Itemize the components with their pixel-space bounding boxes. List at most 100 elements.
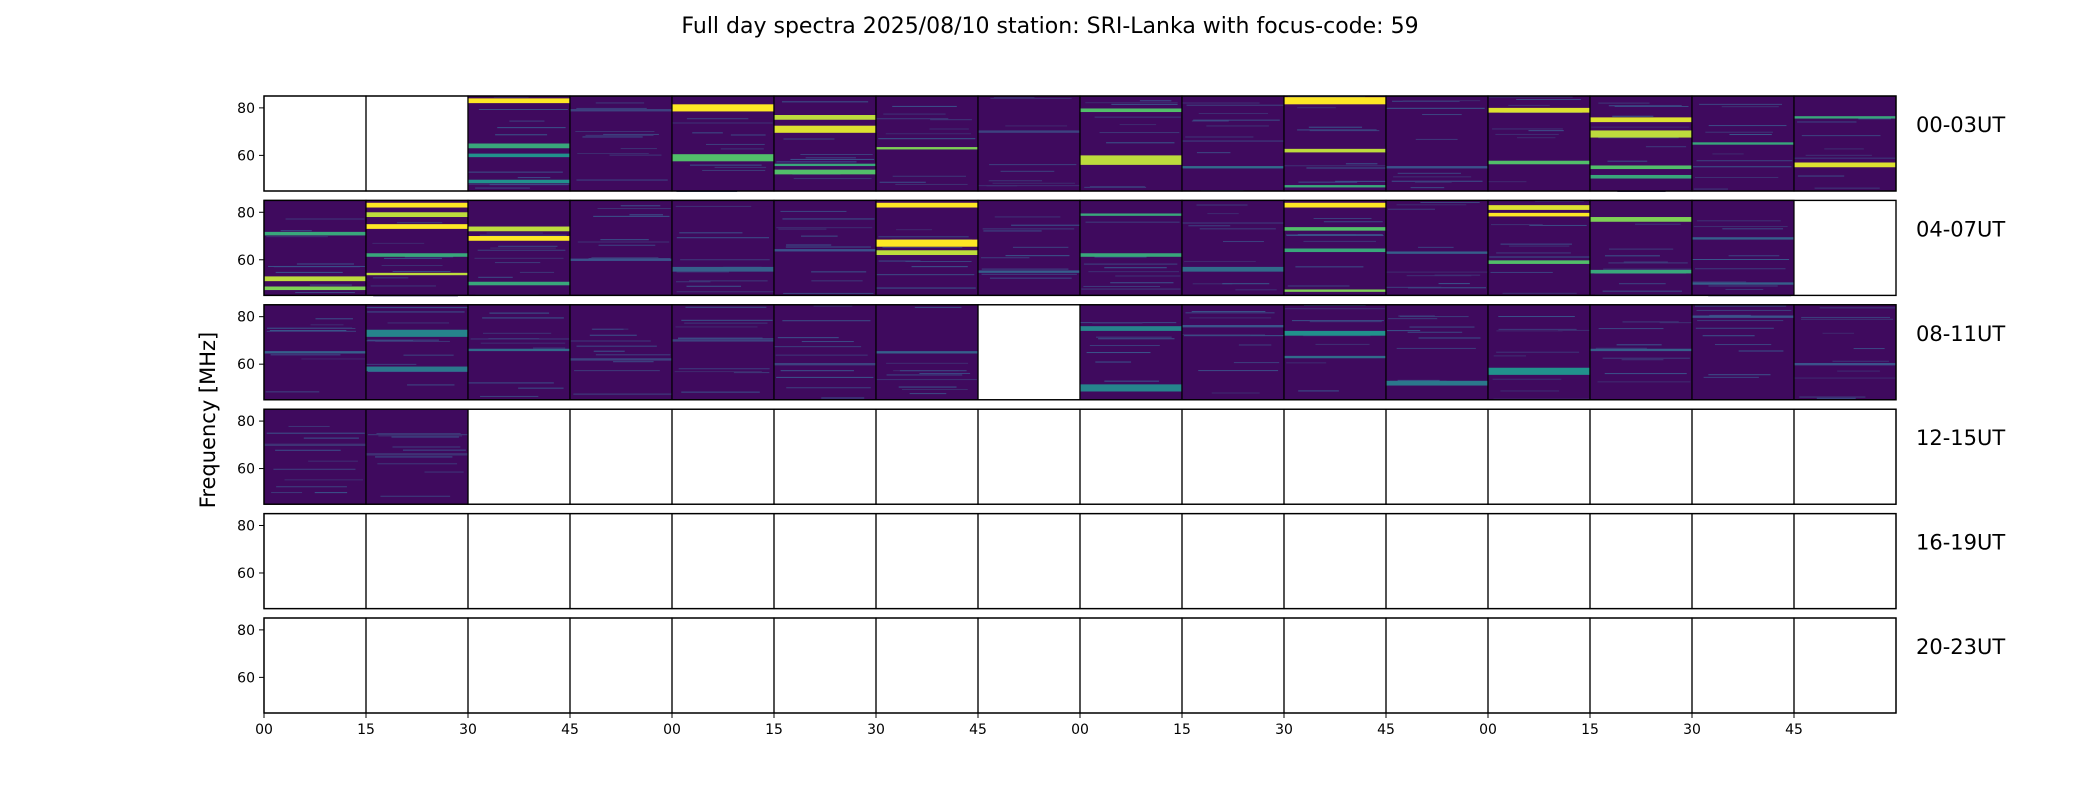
noise-line	[366, 340, 414, 342]
noise-line	[878, 260, 921, 262]
noise-line	[620, 205, 661, 207]
noise-line	[620, 148, 657, 150]
empty-panel	[1283, 408, 1387, 505]
noise-line	[474, 257, 564, 259]
signal-band	[1590, 174, 1692, 179]
panel-frame	[1385, 408, 1489, 505]
panel-background	[1182, 304, 1284, 400]
noise-line	[1819, 307, 1896, 309]
noise-line	[1238, 344, 1272, 346]
noise-line	[378, 435, 463, 437]
spectrogram-panel	[1181, 199, 1285, 296]
noise-line	[1396, 204, 1467, 206]
noise-line	[775, 354, 868, 356]
panel-frame	[1283, 408, 1387, 505]
noise-line	[821, 397, 865, 399]
noise-line	[1694, 305, 1787, 307]
signal-band	[876, 250, 978, 256]
signal-band	[468, 153, 570, 158]
noise-line	[1714, 344, 1772, 346]
noise-line	[1410, 187, 1445, 189]
noise-line	[1313, 218, 1372, 220]
noise-line	[582, 136, 643, 138]
noise-line	[1801, 318, 1894, 320]
noise-line	[1498, 316, 1575, 318]
noise-line	[781, 101, 869, 103]
noise-line	[676, 271, 730, 273]
noise-line	[1185, 312, 1275, 314]
signal-band	[978, 130, 1080, 133]
noise-line	[876, 287, 976, 289]
spectrogram-panel	[1385, 199, 1489, 296]
noise-line	[1415, 138, 1458, 140]
signal-band	[1794, 116, 1896, 119]
noise-line	[1000, 170, 1055, 172]
signal-band	[366, 366, 468, 372]
noise-line	[1801, 316, 1891, 318]
noise-line	[786, 387, 871, 389]
noise-line	[1233, 362, 1280, 364]
spectrogram-panel	[977, 199, 1081, 296]
noise-line	[805, 157, 856, 159]
spectrogram-panel	[365, 199, 469, 297]
noise-line	[1695, 176, 1779, 178]
spectrogram-panel	[1487, 304, 1591, 401]
noise-line	[1182, 102, 1260, 104]
spectrogram-panel	[1079, 199, 1183, 296]
noise-line	[1196, 152, 1231, 154]
noise-line	[1708, 285, 1778, 287]
x-tick-label: 45	[1785, 722, 1803, 738]
noise-line	[882, 246, 963, 248]
signal-band	[774, 249, 876, 252]
spectrogram-panel	[467, 304, 571, 401]
noise-line	[1094, 116, 1181, 118]
noise-line	[1191, 120, 1229, 122]
noise-line	[1604, 373, 1687, 375]
panel-frame	[671, 408, 775, 505]
noise-line	[402, 449, 466, 451]
noise-line	[1092, 322, 1143, 324]
noise-line	[1104, 380, 1159, 382]
noise-line	[576, 107, 647, 109]
noise-line	[1207, 213, 1239, 215]
signal-band	[672, 154, 774, 162]
y-tick-label: 80	[237, 623, 255, 639]
noise-line	[380, 495, 451, 497]
signal-band	[672, 104, 774, 112]
noise-line	[375, 340, 450, 342]
noise-line	[1182, 334, 1251, 336]
noise-line	[1635, 223, 1681, 225]
spectrogram-panel	[1589, 304, 1693, 401]
empty-panel	[773, 408, 877, 505]
y-tick-label: 60	[237, 148, 255, 164]
spectrogram-panel	[263, 199, 367, 296]
spectrogram-panel	[1487, 199, 1591, 296]
noise-line	[1496, 351, 1580, 353]
noise-line	[1298, 390, 1339, 392]
noise-line	[681, 391, 760, 393]
noise-line	[1595, 347, 1647, 349]
noise-line	[1558, 329, 1590, 331]
noise-line	[275, 449, 341, 451]
signal-band	[264, 231, 366, 236]
panel-frame	[365, 512, 469, 610]
noise-line	[1095, 361, 1132, 363]
noise-line	[1409, 326, 1475, 328]
noise-line	[1085, 221, 1180, 223]
signal-band	[1386, 166, 1488, 169]
noise-line	[384, 257, 442, 259]
x-tick-label: 00	[1071, 722, 1089, 738]
row-time-label: 00-03UT	[1916, 113, 2005, 137]
noise-line	[1081, 288, 1181, 290]
signal-band	[570, 358, 672, 361]
signal-band	[672, 339, 774, 342]
panel-frame	[263, 617, 367, 714]
signal-band	[366, 453, 468, 456]
noise-line	[1699, 103, 1782, 105]
noise-line	[1488, 96, 1573, 98]
panel-background	[876, 96, 978, 191]
noise-line	[978, 185, 1080, 187]
spectra-row: 60 80 08-11UT	[237, 304, 2005, 401]
noise-line	[1604, 255, 1660, 257]
